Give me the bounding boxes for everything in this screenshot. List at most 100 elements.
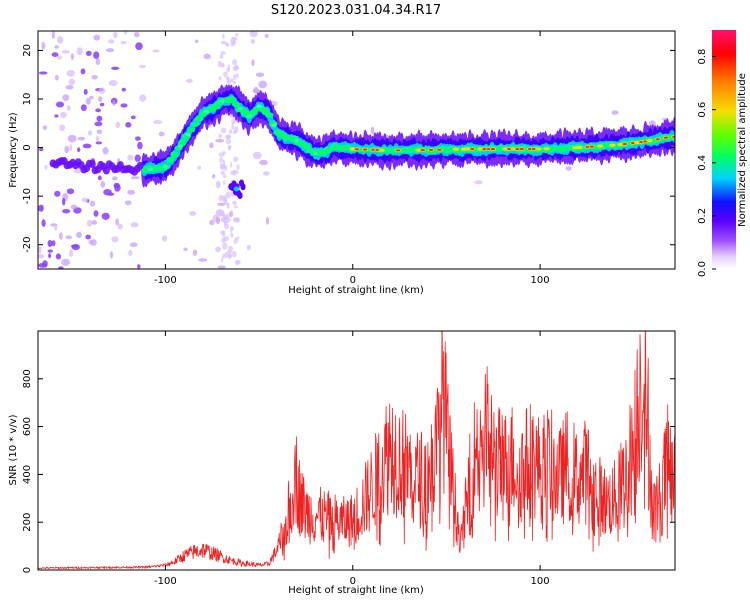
spectrogram-noise-blob bbox=[235, 73, 239, 79]
spectrogram-ridge-red bbox=[420, 149, 425, 152]
spectrogram-noise-blob bbox=[85, 97, 91, 105]
spectrogram-noise-blob bbox=[102, 147, 109, 155]
spectrogram-ridge-green bbox=[190, 122, 200, 127]
spectrogram-noise-blob bbox=[124, 200, 132, 206]
spectrogram-noise-blob bbox=[226, 79, 232, 85]
spectrogram-noise-blob bbox=[50, 223, 58, 227]
spectrogram-noise-blob bbox=[225, 191, 231, 199]
spectrogram-ridge-red bbox=[482, 148, 487, 150]
spectrogram-noise-blob bbox=[38, 254, 45, 259]
spectrogram-noise-blob bbox=[137, 264, 141, 269]
spectrogram-noise-blob bbox=[135, 136, 141, 141]
spectrogram-noise-blob bbox=[203, 53, 211, 60]
spectrogram-ridge-yellow bbox=[378, 148, 385, 152]
spectrogram-noise-blob bbox=[231, 226, 234, 231]
spectrogram-noise-blob bbox=[232, 200, 237, 206]
spectrogram-noise-blob bbox=[225, 76, 230, 81]
spectrogram-noise-blob bbox=[47, 239, 53, 248]
spectrogram-noise-blob bbox=[259, 159, 268, 166]
spectrogram-ridge-red bbox=[470, 148, 475, 150]
spectrogram-noise-blob bbox=[64, 145, 70, 154]
spectrogram-noise-blob bbox=[223, 71, 228, 78]
snr-series-line bbox=[38, 331, 675, 570]
colorbar-label: Normalized spectral amplitude bbox=[737, 73, 748, 227]
snr-panel: -100 0 100 0 200 400 600 800 Height of straight… bbox=[8, 330, 676, 596]
spectrogram-noise-blob bbox=[235, 33, 239, 37]
spectrogram-noise-blob bbox=[54, 190, 61, 197]
colorbar-tick-label: 0.2 bbox=[697, 208, 708, 224]
spectrogram-noise-blob bbox=[100, 181, 106, 188]
spectrogram-noise-blob bbox=[113, 31, 118, 39]
spectrogram-noise-blob bbox=[230, 78, 234, 82]
spectrogram-noise-blob bbox=[227, 134, 232, 139]
spectrogram-noise-blob bbox=[153, 120, 163, 125]
spectrogram-noise-blob bbox=[114, 184, 121, 192]
spectrogram-ytick-label: 10 bbox=[22, 93, 33, 106]
spectrogram-noise-blob bbox=[47, 249, 53, 253]
spectrogram-noise-blob bbox=[139, 94, 147, 102]
spectrogram-noise-blob bbox=[76, 47, 83, 56]
spectrogram-noise-blob bbox=[98, 96, 103, 102]
spectrogram-noise-blob bbox=[222, 242, 228, 250]
spectrogram-noise-blob bbox=[66, 69, 75, 77]
spectrogram-noise-blob bbox=[77, 136, 86, 141]
spectrogram-noise-blob bbox=[54, 74, 59, 81]
spectrogram-noise-blob bbox=[54, 114, 59, 118]
spectrogram-sidelobe bbox=[237, 192, 243, 199]
spectrogram-noise-blob bbox=[227, 254, 233, 258]
spectrogram-noise-blob bbox=[158, 131, 165, 137]
spectrogram-ridge-yellow bbox=[646, 139, 653, 143]
snr-frame bbox=[37, 330, 676, 571]
spectrogram-noise-blob bbox=[218, 133, 223, 139]
spectrogram-noise-blob bbox=[220, 40, 227, 45]
spectrogram-sidelobe bbox=[240, 183, 246, 191]
spectrogram-noise-blob bbox=[55, 101, 65, 108]
spectrogram-ytick-label: 20 bbox=[22, 44, 33, 57]
spectrogram-noise-blob bbox=[233, 205, 238, 209]
spectrogram-noise-blob bbox=[217, 265, 226, 269]
spectrogram-noise-blob bbox=[252, 151, 262, 160]
spectrogram-noise-blob bbox=[231, 250, 237, 258]
snr-ytick-label: 400 bbox=[22, 465, 33, 484]
spectrogram-noise-blob bbox=[111, 236, 119, 243]
spectrogram-noise-blob bbox=[135, 42, 143, 51]
spectrogram-noise-blob bbox=[223, 174, 227, 179]
spectrogram-noise-blob bbox=[220, 170, 225, 176]
colorbar-tick-label: 0.8 bbox=[697, 49, 708, 65]
snr-ytick-label: 0 bbox=[22, 567, 33, 573]
spectrogram-noise-blob bbox=[70, 53, 75, 60]
spectrogram-noise-blob bbox=[221, 164, 226, 168]
spectrogram-noise-blob bbox=[221, 237, 226, 244]
spectrogram-ridge-red bbox=[395, 149, 401, 152]
spectrogram-noise-blob bbox=[44, 164, 48, 170]
spectrogram-noise-blob bbox=[58, 232, 63, 240]
spectrogram-noise-blob bbox=[38, 263, 47, 268]
spectrogram-noise-blob bbox=[62, 94, 70, 102]
spectrogram-ridge-green bbox=[227, 96, 237, 103]
spectrogram-noise-blob bbox=[222, 33, 225, 39]
spectrogram-noise-blob bbox=[65, 85, 74, 90]
spectrogram-noise-blob bbox=[152, 49, 160, 53]
spectrogram-noise-blob bbox=[230, 232, 234, 238]
spectrogram-noise-blob bbox=[93, 34, 101, 41]
spectrogram-ridge-green bbox=[147, 167, 153, 172]
spectrogram-noise-blob bbox=[252, 88, 260, 94]
spectrogram-noise-blob bbox=[225, 138, 231, 145]
spectrogram-noise-blob bbox=[219, 157, 224, 163]
spectrogram-ridge-red bbox=[490, 148, 496, 150]
spectrogram-noise-blob bbox=[233, 65, 240, 70]
spectrogram-noise-blob bbox=[212, 174, 216, 179]
spectrogram-noise-blob bbox=[62, 197, 66, 206]
spectrogram-noise-blob bbox=[249, 31, 258, 38]
spectrogram-noise-blob bbox=[65, 235, 73, 240]
spectrogram-ridge-red bbox=[428, 148, 434, 151]
spectrogram-ridge-green bbox=[294, 138, 299, 143]
spectrogram-ridge-red bbox=[519, 148, 524, 150]
spectrogram-noise-blob bbox=[38, 71, 48, 75]
snr-xtick-label: 0 bbox=[350, 576, 356, 587]
spectrogram-noise-blob bbox=[228, 145, 232, 151]
spectrogram-noise-blob bbox=[108, 39, 115, 44]
spectrogram-ridge-green bbox=[271, 123, 277, 127]
spectrogram-noise-blob bbox=[215, 180, 221, 189]
